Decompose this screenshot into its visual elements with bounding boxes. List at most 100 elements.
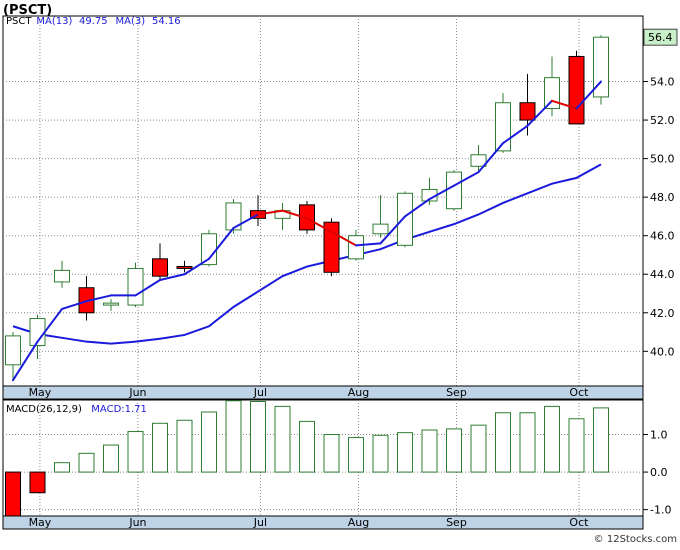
macd-ytick-label-1: 0.0	[650, 466, 668, 479]
macd-bar-3	[78, 452, 95, 473]
ma3-segment-21	[526, 99, 553, 127]
macd-bar-12	[299, 420, 315, 473]
price-x-label-5: Oct	[569, 386, 589, 399]
candle-15	[372, 195, 389, 238]
candle-body-19	[470, 154, 487, 167]
price-legend-item-1: MA(13)	[36, 16, 72, 27]
candle-16	[397, 191, 413, 248]
candle-13	[323, 218, 340, 277]
price-x-label-0: May	[29, 386, 52, 399]
macd-bar-11	[274, 405, 291, 473]
ma3-line	[12, 80, 602, 382]
macd-y-axis: 1.0 0.0 -1.0	[643, 429, 671, 517]
price-ytick-label-7: 54.0	[650, 76, 675, 89]
candle-1	[29, 314, 46, 360]
ma3-segment-19	[477, 142, 504, 174]
candle-body-22	[544, 77, 560, 109]
macd-bar-5	[127, 431, 144, 473]
ma3-segment-12	[306, 217, 333, 233]
macd-bar-20	[495, 412, 511, 473]
candle-7	[176, 260, 193, 273]
ma3-segment-6	[159, 273, 186, 282]
macd-x-label-4: Sep	[446, 516, 467, 529]
ma3-segment-14	[355, 242, 382, 247]
candle-body-21	[519, 102, 536, 121]
macd-bar-8	[201, 411, 217, 473]
ma3-segment-8	[208, 226, 235, 260]
macd-bar-15	[372, 434, 389, 473]
macd-x-label-5: Oct	[569, 516, 589, 529]
macd-x-label-3: Aug	[348, 516, 369, 529]
candle-body-15	[372, 223, 389, 235]
macd-bars	[5, 400, 609, 517]
candle-body-14	[348, 235, 364, 260]
price-ytick-label-4: 48.0	[650, 191, 675, 204]
macd-ytick-label-2: -1.0	[650, 504, 671, 517]
macd-bar-6	[152, 422, 168, 473]
ma3-segment-17	[428, 184, 455, 201]
candle-4	[103, 299, 119, 311]
candle-0	[5, 332, 21, 381]
candle-body-23	[568, 55, 585, 125]
candle-19	[470, 145, 487, 173]
macd-bar-14	[348, 437, 364, 473]
price-ytick-label-1: 42.0	[650, 307, 675, 320]
price-x-label-4: Sep	[446, 386, 467, 399]
ma3-segment-23	[575, 80, 602, 110]
price-ytick-label-3: 46.0	[650, 230, 675, 243]
price-ytick-label-0: 40.0	[650, 345, 675, 358]
macd-bar-24	[593, 407, 609, 473]
macd-bar-16	[397, 432, 413, 473]
macd-x-label-1: Jun	[128, 516, 146, 529]
candle-body-20	[495, 102, 511, 152]
candle-body-16	[397, 192, 413, 246]
macd-bar-7	[176, 419, 193, 473]
candle-body-2	[54, 269, 70, 283]
macd-legend: MACD(26,12,9) MACD:1.71	[6, 404, 147, 415]
price-legend-item-4: 54.16	[152, 16, 181, 27]
x-axis-labels: May May Jun Jun Jul Jul Aug Aug Sep Sep Oct Oct	[29, 386, 590, 529]
ma3-segment-5	[134, 279, 161, 297]
macd-ytick-label-0: 1.0	[650, 429, 668, 442]
candle-6	[152, 243, 168, 281]
candle-body-24	[593, 36, 609, 98]
macd-x-label-0: May	[29, 516, 52, 529]
candle-body-18	[446, 171, 462, 210]
price-x-label-3: Aug	[348, 386, 369, 399]
ma3-segment-9	[232, 213, 259, 229]
candle-body-9	[225, 202, 242, 231]
macd-bar-2	[54, 462, 70, 473]
macd-bar-23	[568, 418, 585, 473]
ma3-segment-2	[61, 300, 88, 310]
ma3-segment-22	[551, 99, 578, 110]
macd-x-axis-band	[2, 515, 644, 530]
last-price-tag-box	[643, 28, 678, 46]
candle-22	[544, 56, 560, 117]
macd-bar-4	[103, 444, 119, 473]
candle-2	[54, 260, 70, 288]
macd-bar-17	[421, 429, 438, 473]
price-legend: PSCT MA(13) 49.75 MA(3) 54.16	[6, 16, 181, 27]
candle-body-0	[5, 335, 21, 366]
price-y-axis: 40.0 42.0 44.0 46.0 48.0 50.0 52.0 54.0	[643, 76, 675, 358]
macd-bar-22	[544, 405, 560, 473]
macd-bar-19	[470, 424, 487, 473]
ma3-segment-15	[379, 215, 406, 245]
price-legend-item-0: PSCT	[6, 16, 32, 27]
last-price-tag: 56.4	[643, 28, 678, 46]
last-price-tag-label: 56.4	[648, 31, 673, 44]
watermark: © 12Stocks.com	[594, 534, 677, 545]
ma13-polyline	[12, 163, 602, 345]
ma3-segment-7	[183, 257, 210, 276]
macd-x-label-2: Jul	[253, 516, 267, 529]
macd-bar-13	[323, 434, 340, 473]
price-ytick-label-5: 50.0	[650, 153, 675, 166]
ma3-segment-1	[36, 307, 63, 343]
candle-body-5	[127, 267, 144, 306]
macd-bar-1	[29, 471, 46, 494]
macd-bar-9	[225, 400, 242, 473]
candle-body-7	[176, 266, 193, 269]
macd-bar-10	[250, 401, 266, 473]
macd-bar-21	[519, 412, 536, 473]
ma3-segment-13	[330, 230, 357, 247]
